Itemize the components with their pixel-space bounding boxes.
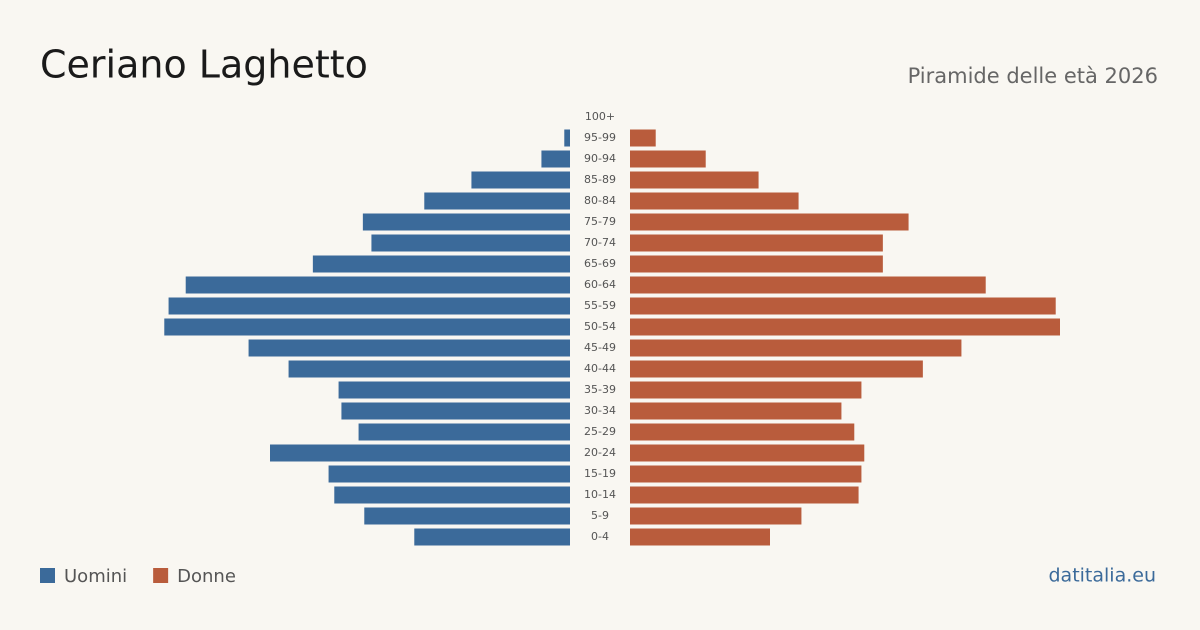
bar [630,423,855,441]
age-label: 70-74 [584,236,616,249]
bar [630,213,909,231]
bar [630,276,986,294]
bar [630,402,842,420]
age-label: 65-69 [584,257,616,270]
bar [630,528,770,546]
bar [630,381,862,399]
age-label: 55-59 [584,299,616,312]
bar [630,318,1060,336]
chart-title: Ceriano Laghetto [40,43,368,87]
age-label: 25-29 [584,425,616,438]
age-label: 95-99 [584,131,616,144]
bar [371,234,570,252]
chart-subtitle: Piramide delle età 2026 [908,64,1158,88]
age-label: 45-49 [584,341,616,354]
age-label: 15-19 [584,467,616,480]
bar [630,507,802,525]
bar [630,486,859,504]
bar [362,213,570,231]
bar [328,465,570,483]
bar [564,129,570,147]
age-label: 20-24 [584,446,616,459]
bar [341,402,570,420]
bar [630,129,656,147]
bar [630,465,862,483]
age-label: 75-79 [584,215,616,228]
bar [164,318,571,336]
bar [288,360,570,378]
age-label: 0-4 [591,530,609,543]
bar [168,297,571,315]
age-label: 10-14 [584,488,616,501]
age-label: 90-94 [584,152,616,165]
age-label: 35-39 [584,383,616,396]
bar [471,171,570,189]
bar [248,339,571,357]
legend-label: Donne [177,566,236,587]
legend-label: Uomini [64,566,127,587]
bar [541,150,570,168]
bar [270,444,570,462]
bar [334,486,570,504]
age-label: 80-84 [584,194,616,207]
bar [630,444,865,462]
bar [630,297,1056,315]
bar [414,528,570,546]
bar [358,423,570,441]
bar [338,381,570,399]
bar [185,276,570,294]
bar [424,192,570,210]
age-label: 40-44 [584,362,616,375]
bar [630,339,962,357]
bar [630,171,759,189]
source: datitalia.eu [1049,565,1157,587]
bar [630,234,883,252]
age-label: 5-9 [591,509,609,522]
bar [630,150,706,168]
legend-swatch [153,568,169,583]
bar [312,255,570,273]
age-label: 50-54 [584,320,616,333]
bar [630,360,923,378]
bar [630,192,799,210]
age-label: 60-64 [584,278,616,291]
age-label: 100+ [585,110,615,123]
bar [630,255,883,273]
legend-swatch [40,568,55,583]
age-label: 85-89 [584,173,616,186]
bar [364,507,570,525]
age-label: 30-34 [584,404,616,417]
